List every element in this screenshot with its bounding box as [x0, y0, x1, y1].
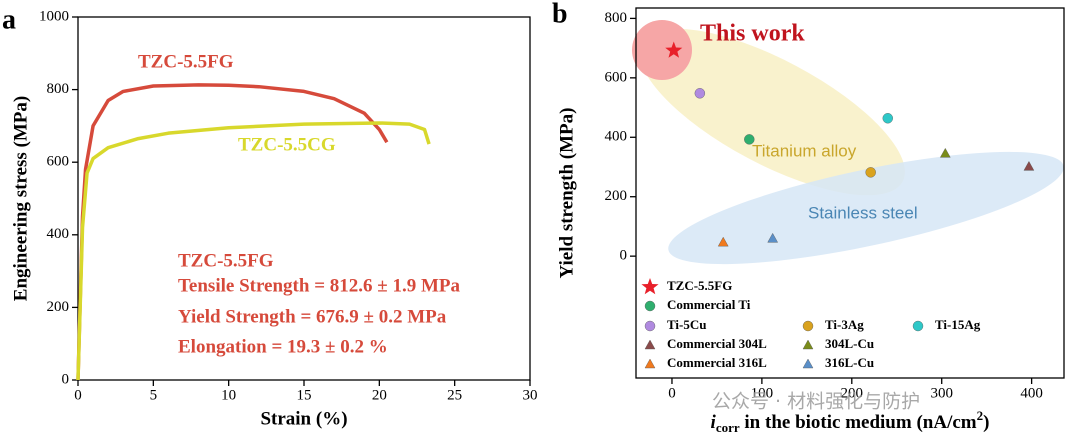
- y-axis-label: Yield strength (MPa): [556, 108, 577, 279]
- point: [717, 236, 729, 247]
- legend-marker: [912, 320, 924, 332]
- x-tick-label: 100: [751, 385, 774, 401]
- annotation: Yield Strength = 676.9 ± 0.2 MPa: [178, 306, 447, 327]
- x-tick-label: 0: [668, 385, 676, 401]
- point: [665, 41, 683, 58]
- annotation: This work: [700, 21, 805, 47]
- legend-label: Commercial 304L: [667, 336, 767, 351]
- annotation: TZC-5.5FG: [178, 250, 274, 271]
- x-axis-label: icorr in the biotic medium (nA/cm2): [711, 408, 990, 435]
- this-work-highlight: [632, 20, 692, 80]
- point: [882, 113, 893, 124]
- x-label-text: in the biotic medium (nA/cm: [740, 412, 977, 433]
- legend-marker: [644, 300, 656, 312]
- x-tick-label: 30: [523, 387, 538, 403]
- y-tick-label: 1000: [39, 8, 69, 24]
- legend-label: 316L-Cu: [825, 355, 874, 370]
- x-tick-label: 5: [150, 387, 158, 403]
- legend-label: 304L-Cu: [825, 336, 874, 351]
- y-tick-label: 800: [47, 81, 70, 97]
- point: [865, 167, 876, 178]
- annotation: Elongation = 19.3 ± 0.2 %: [178, 336, 388, 357]
- legend-marker: [644, 320, 656, 332]
- x-label-subscript: corr: [716, 420, 740, 435]
- annotation: Stainless steel: [808, 203, 918, 222]
- legend-label: Commercial 316L: [667, 355, 767, 370]
- titanium-region: [639, 28, 905, 196]
- point: [694, 88, 706, 99]
- legend-label: Ti-3Ag: [825, 317, 864, 332]
- legend-marker: [641, 278, 659, 295]
- panel-label: b: [552, 0, 568, 29]
- legend-marker: [802, 339, 814, 350]
- y-tick-label: 600: [605, 69, 628, 85]
- x-tick-label: 20: [372, 387, 387, 403]
- legend-label: Commercial Ti: [667, 297, 751, 312]
- legend-marker: [802, 320, 814, 332]
- y-tick-label: 600: [47, 154, 70, 170]
- y-tick-label: 0: [62, 371, 70, 387]
- x-tick-label: 0: [74, 387, 82, 403]
- legend-label: TZC-5.5FG: [667, 278, 732, 293]
- y-tick-label: 0: [620, 248, 628, 264]
- steel-region: [668, 151, 1064, 265]
- series-label: TZC-5.5CG: [238, 134, 336, 155]
- annotation: Tensile Strength = 812.6 ± 1.9 MPa: [178, 275, 460, 296]
- x-tick-label: 15: [297, 387, 312, 403]
- legend-label: Ti-5Cu: [667, 317, 707, 332]
- plot-frame: [635, 7, 1065, 379]
- legend-label: Ti-15Ag: [935, 317, 981, 332]
- legend-marker: [644, 339, 656, 350]
- point: [1023, 160, 1035, 171]
- y-tick-label: 200: [47, 299, 70, 315]
- x-tick-label: 400: [1020, 385, 1043, 401]
- legend: TZC-5.5FG Commercial Ti Ti-5Cu Ti-3Ag Ti-15A…: [641, 278, 981, 370]
- watermark: 公众号 · 材料强化与防护: [712, 391, 920, 413]
- point: [744, 134, 755, 145]
- series-label: TZC-5.5FG: [138, 51, 234, 72]
- legend-marker: [802, 358, 814, 369]
- y-tick-label: 400: [47, 226, 70, 242]
- point: [767, 232, 779, 243]
- point: [939, 147, 951, 158]
- x-axis-label: Strain (%): [260, 408, 347, 429]
- line: [76, 83, 389, 381]
- y-tick-label: 800: [605, 10, 628, 26]
- x-label-end: ): [983, 412, 989, 433]
- line: [76, 121, 431, 381]
- x-tick-label: 25: [447, 387, 462, 403]
- annotation: Titanium alloy: [752, 141, 857, 160]
- y-tick-label: 200: [605, 188, 628, 204]
- x-label-symbol: i: [711, 412, 717, 433]
- x-tick-label: 300: [930, 385, 953, 401]
- x-label-superscript: 2: [977, 408, 984, 423]
- x-tick-label: 200: [841, 385, 864, 401]
- y-axis-label: Engineering stress (MPa): [10, 96, 31, 301]
- legend-marker: [644, 358, 656, 369]
- y-tick-label: 400: [605, 129, 628, 145]
- x-tick-label: 10: [221, 387, 236, 403]
- panel-label: a: [2, 4, 16, 35]
